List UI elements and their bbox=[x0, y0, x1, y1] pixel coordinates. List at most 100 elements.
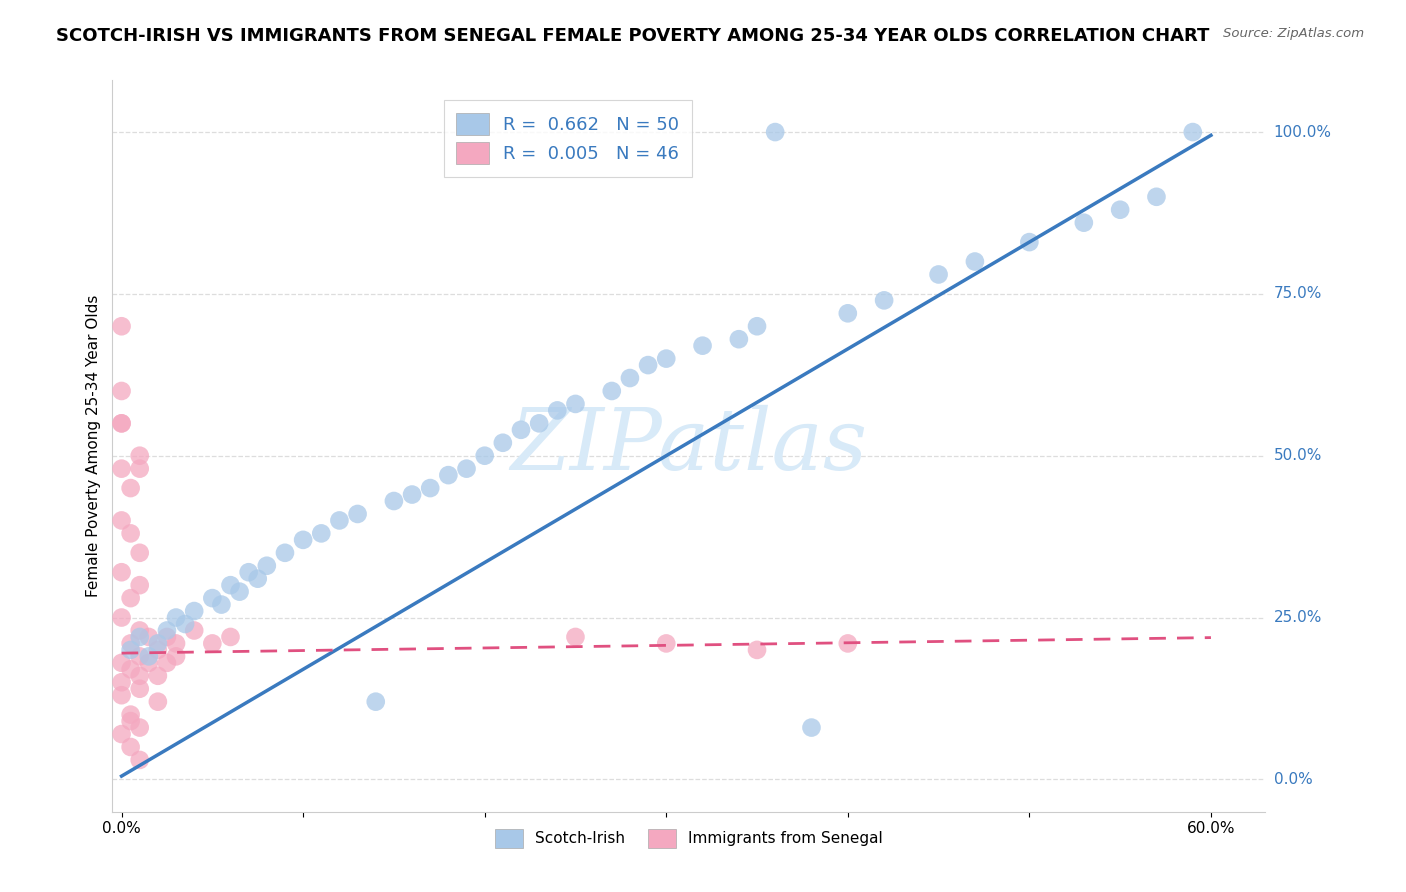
Point bbox=[146, 695, 169, 709]
Point bbox=[873, 293, 896, 308]
Point bbox=[110, 656, 132, 670]
Point bbox=[110, 688, 132, 702]
Point bbox=[619, 371, 641, 385]
Point bbox=[728, 332, 751, 346]
Point bbox=[292, 533, 315, 547]
Text: 50.0%: 50.0% bbox=[1274, 448, 1322, 463]
Point bbox=[637, 358, 659, 372]
Point bbox=[837, 636, 859, 650]
Point bbox=[165, 636, 187, 650]
Point bbox=[146, 643, 169, 657]
Point bbox=[564, 397, 586, 411]
Text: 75.0%: 75.0% bbox=[1274, 286, 1322, 301]
Point bbox=[120, 739, 142, 754]
Point bbox=[146, 669, 169, 683]
Point bbox=[110, 675, 132, 690]
Point bbox=[692, 339, 714, 353]
Point bbox=[146, 636, 169, 650]
Point bbox=[655, 351, 678, 366]
Point bbox=[401, 487, 423, 501]
Point bbox=[128, 630, 150, 644]
Point bbox=[256, 558, 278, 573]
Point bbox=[474, 449, 496, 463]
Point bbox=[138, 649, 160, 664]
Point bbox=[1146, 190, 1168, 204]
Point bbox=[110, 513, 132, 527]
Point bbox=[128, 461, 150, 475]
Point bbox=[238, 566, 260, 580]
Point bbox=[128, 753, 150, 767]
Point bbox=[382, 494, 405, 508]
Point bbox=[120, 481, 142, 495]
Point bbox=[110, 566, 132, 580]
Point bbox=[763, 125, 786, 139]
Point bbox=[437, 468, 460, 483]
Text: 100.0%: 100.0% bbox=[1274, 125, 1331, 139]
Text: Source: ZipAtlas.com: Source: ZipAtlas.com bbox=[1223, 27, 1364, 40]
Point bbox=[128, 546, 150, 560]
Point bbox=[110, 319, 132, 334]
Point bbox=[928, 268, 950, 282]
Point bbox=[120, 714, 142, 728]
Point bbox=[110, 417, 132, 431]
Point bbox=[1018, 235, 1040, 249]
Point bbox=[120, 591, 142, 606]
Point bbox=[110, 727, 132, 741]
Point bbox=[328, 513, 350, 527]
Point bbox=[110, 610, 132, 624]
Point bbox=[527, 417, 550, 431]
Point bbox=[800, 721, 823, 735]
Text: SCOTCH-IRISH VS IMMIGRANTS FROM SENEGAL FEMALE POVERTY AMONG 25-34 YEAR OLDS COR: SCOTCH-IRISH VS IMMIGRANTS FROM SENEGAL … bbox=[56, 27, 1209, 45]
Point bbox=[128, 449, 150, 463]
Point bbox=[128, 721, 150, 735]
Legend: Scotch-Irish, Immigrants from Senegal: Scotch-Irish, Immigrants from Senegal bbox=[488, 822, 890, 855]
Point bbox=[110, 384, 132, 398]
Point bbox=[128, 578, 150, 592]
Point bbox=[120, 643, 142, 657]
Point bbox=[138, 656, 160, 670]
Point bbox=[156, 624, 179, 638]
Point bbox=[120, 636, 142, 650]
Point bbox=[1073, 216, 1095, 230]
Point bbox=[837, 306, 859, 320]
Point bbox=[120, 526, 142, 541]
Point bbox=[183, 624, 205, 638]
Point bbox=[128, 649, 150, 664]
Point bbox=[110, 417, 132, 431]
Point bbox=[174, 617, 197, 632]
Point bbox=[128, 669, 150, 683]
Point bbox=[110, 461, 132, 475]
Text: ZIPatlas: ZIPatlas bbox=[510, 405, 868, 487]
Point bbox=[274, 546, 297, 560]
Point bbox=[600, 384, 623, 398]
Point bbox=[1109, 202, 1132, 217]
Point bbox=[156, 656, 179, 670]
Point bbox=[165, 610, 187, 624]
Point bbox=[564, 630, 586, 644]
Point bbox=[120, 662, 142, 676]
Point bbox=[219, 630, 242, 644]
Point bbox=[745, 319, 768, 334]
Point bbox=[228, 584, 250, 599]
Point bbox=[183, 604, 205, 618]
Point bbox=[209, 598, 232, 612]
Point bbox=[128, 681, 150, 696]
Point bbox=[219, 578, 242, 592]
Point bbox=[1181, 125, 1204, 139]
Point bbox=[246, 572, 269, 586]
Y-axis label: Female Poverty Among 25-34 Year Olds: Female Poverty Among 25-34 Year Olds bbox=[86, 295, 101, 597]
Point bbox=[510, 423, 533, 437]
Point bbox=[156, 630, 179, 644]
Point bbox=[138, 630, 160, 644]
Point bbox=[165, 649, 187, 664]
Point bbox=[456, 461, 478, 475]
Point bbox=[201, 591, 224, 606]
Point bbox=[120, 707, 142, 722]
Point bbox=[546, 403, 568, 417]
Point bbox=[128, 624, 150, 638]
Point bbox=[492, 435, 515, 450]
Point bbox=[364, 695, 387, 709]
Point bbox=[745, 643, 768, 657]
Point bbox=[419, 481, 441, 495]
Text: 25.0%: 25.0% bbox=[1274, 610, 1322, 625]
